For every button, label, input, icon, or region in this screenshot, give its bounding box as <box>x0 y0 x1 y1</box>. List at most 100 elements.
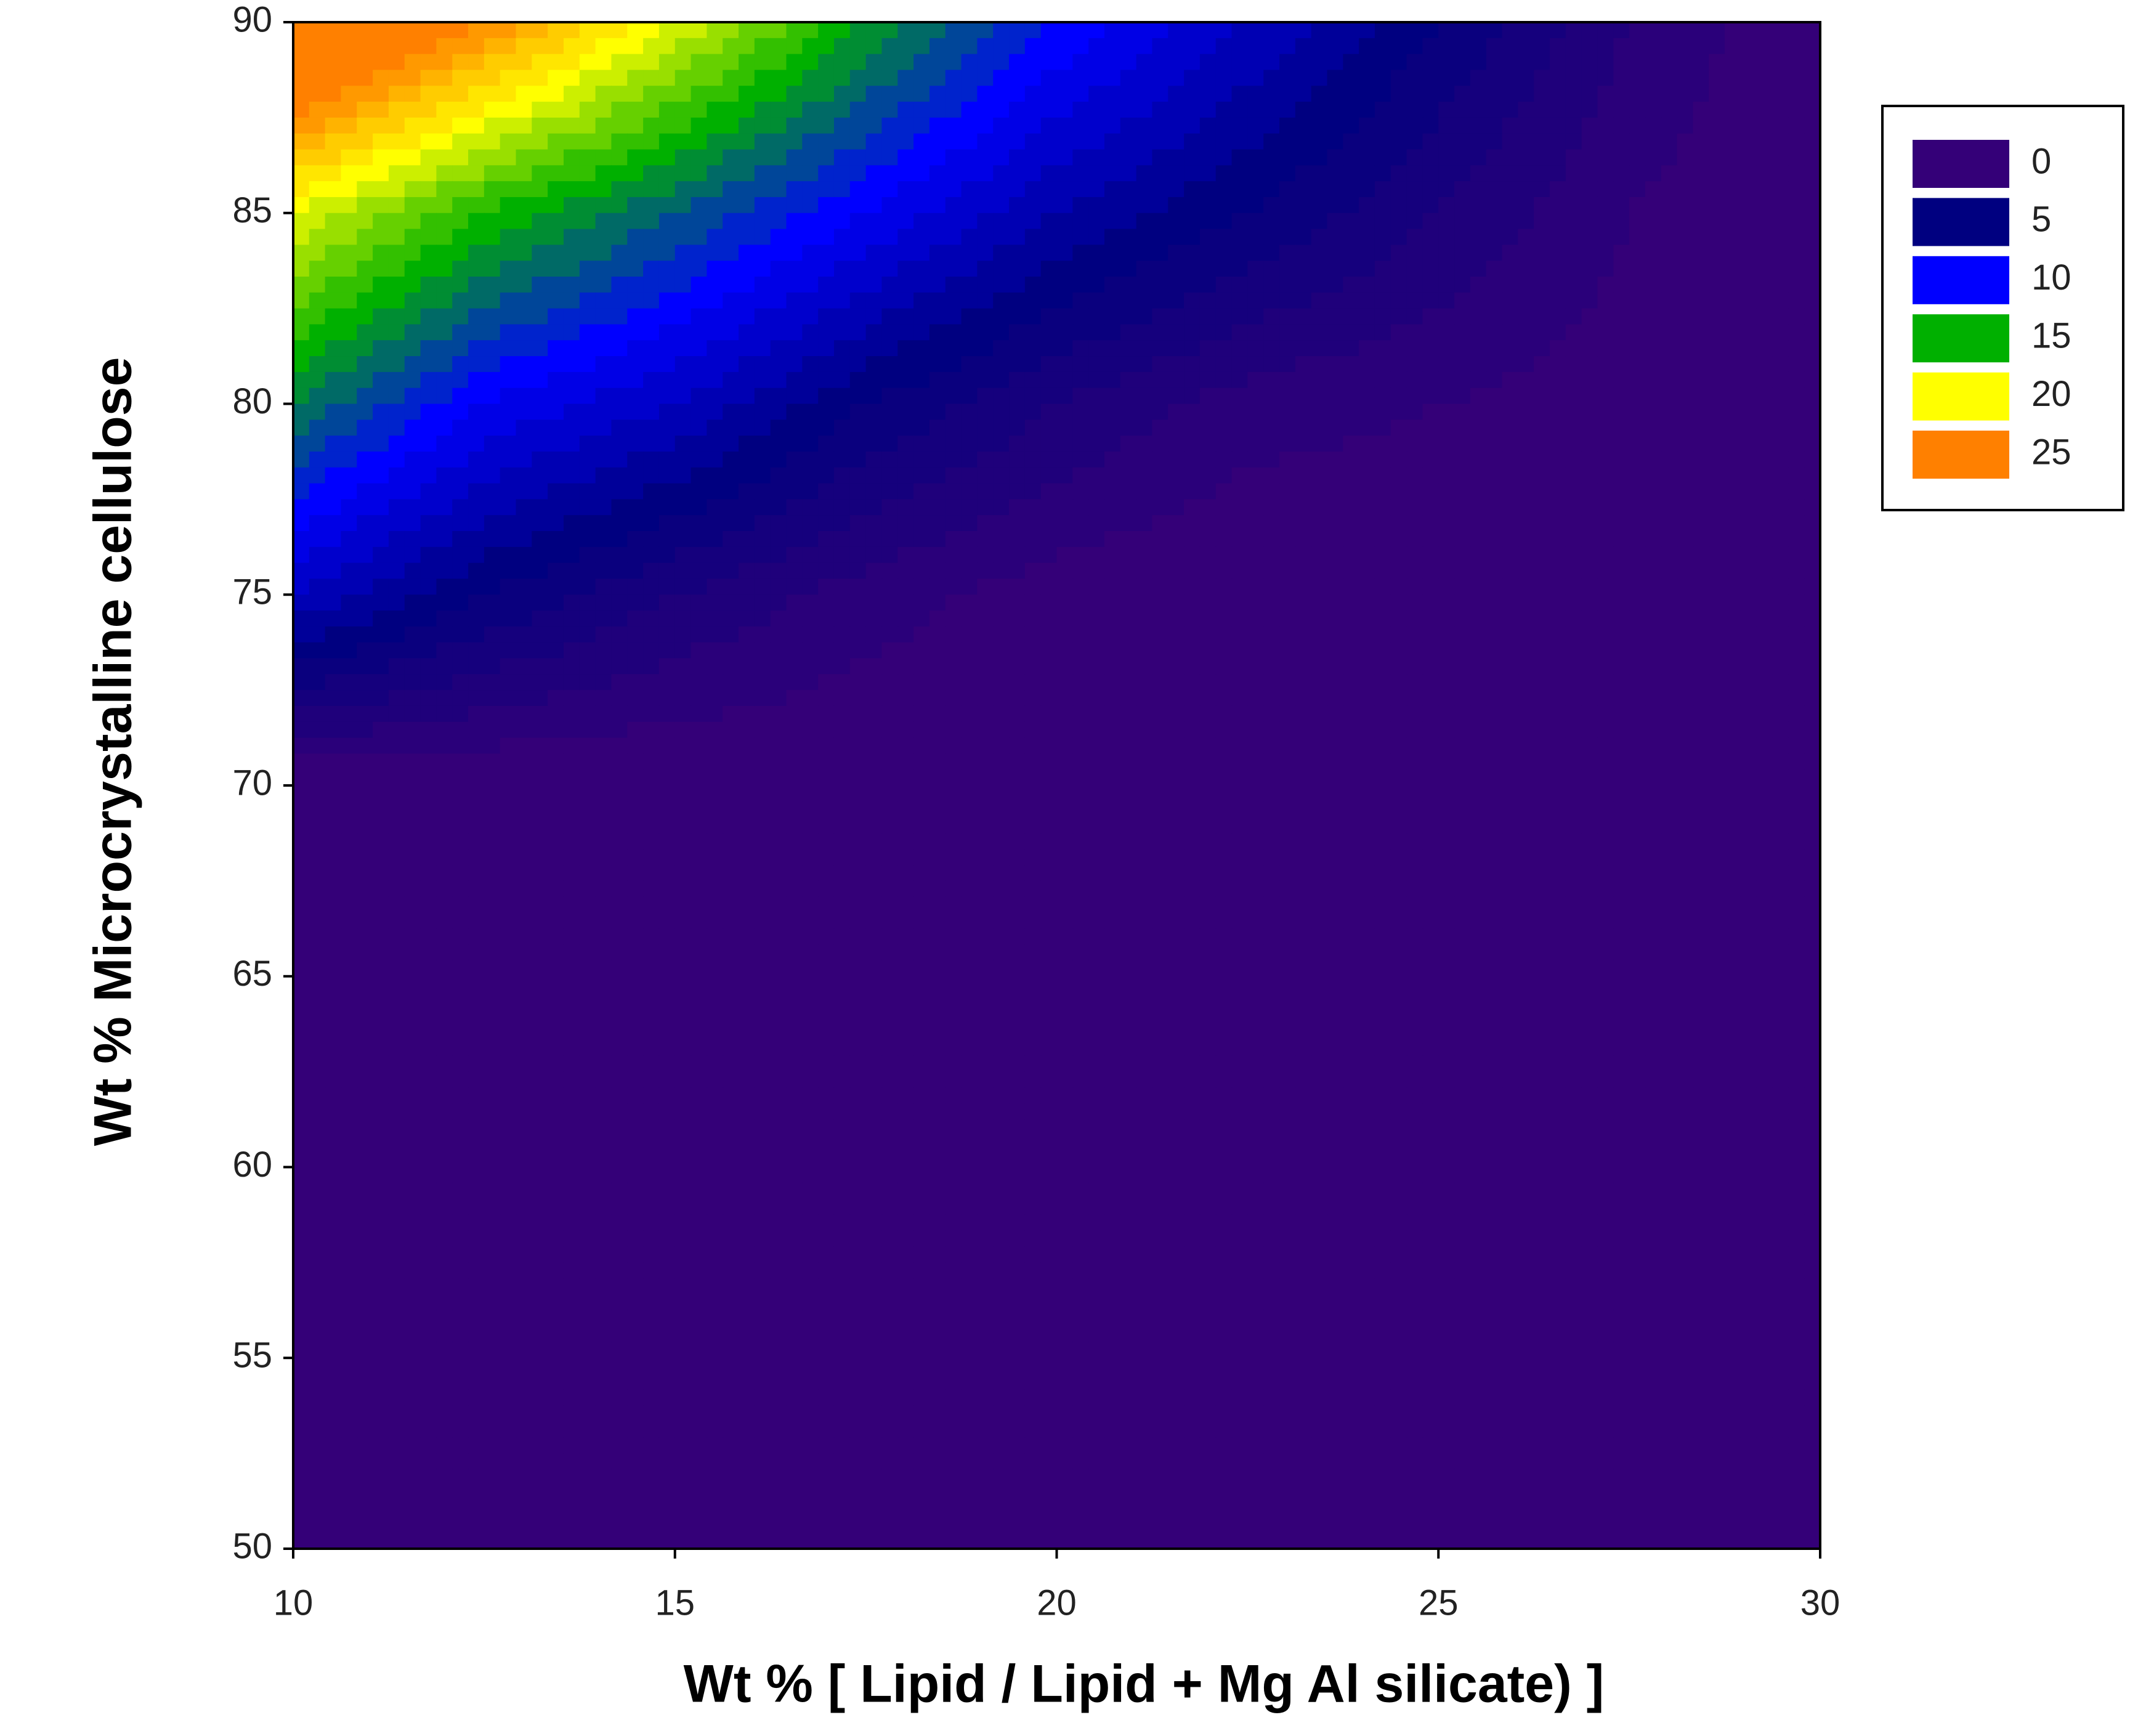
contour-cell <box>977 499 994 516</box>
contour-cell <box>357 626 373 643</box>
contour-cell <box>1693 658 1710 675</box>
contour-cell <box>770 340 787 357</box>
contour-cell <box>881 626 899 643</box>
contour-cell <box>1788 690 1805 707</box>
contour-cell <box>658 737 676 755</box>
contour-cell <box>754 133 771 150</box>
contour-cell <box>690 499 708 516</box>
contour-cell <box>1040 404 1058 421</box>
contour-cell <box>1231 102 1249 118</box>
contour-cell <box>548 245 564 261</box>
contour-cell <box>1438 753 1455 770</box>
contour-cell <box>1725 387 1741 405</box>
contour-cell <box>468 833 485 850</box>
contour-cell <box>373 22 389 39</box>
contour-cell <box>309 436 326 452</box>
contour-cell <box>723 896 739 914</box>
contour-cell <box>770 658 787 675</box>
contour-cell <box>309 70 326 87</box>
contour-cell <box>849 22 867 39</box>
contour-cell <box>929 387 946 405</box>
contour-cell <box>452 340 469 357</box>
contour-cell <box>532 245 548 261</box>
contour-cell <box>1311 578 1328 596</box>
contour-cell <box>1470 436 1487 452</box>
contour-cell <box>690 896 708 914</box>
contour-cell <box>1327 467 1344 484</box>
contour-cell <box>1804 213 1821 230</box>
contour-cell <box>404 960 421 977</box>
contour-cell <box>1565 626 1582 643</box>
contour-cell <box>739 149 755 166</box>
contour-cell <box>1231 562 1249 580</box>
contour-cell <box>548 149 564 166</box>
contour-cell <box>1756 705 1773 723</box>
contour-cell <box>1295 38 1312 55</box>
contour-cell <box>452 38 469 55</box>
contour-cell <box>1374 197 1391 214</box>
contour-cell <box>468 197 485 214</box>
contour-cell <box>1279 371 1296 389</box>
contour-cell <box>897 86 914 102</box>
contour-cell <box>1502 165 1519 182</box>
contour-cell <box>1215 436 1233 452</box>
contour-cell <box>563 562 580 580</box>
contour-cell <box>1199 420 1217 436</box>
contour-cell <box>627 801 644 818</box>
contour-cell <box>833 737 851 755</box>
contour-cell <box>1486 86 1503 102</box>
contour-cell <box>500 277 517 293</box>
contour-cell <box>1343 578 1359 596</box>
contour-cell <box>1486 721 1503 739</box>
contour-cell <box>1613 70 1630 87</box>
contour-cell <box>707 849 724 866</box>
contour-cell <box>818 674 835 691</box>
contour-cell <box>897 277 914 293</box>
contour-cell <box>1184 229 1201 246</box>
contour-cell <box>1725 483 1741 500</box>
contour-cell <box>993 70 1010 87</box>
contour-cell <box>1788 229 1805 246</box>
contour-cell <box>516 149 533 166</box>
contour-cell <box>1772 769 1789 786</box>
contour-cell <box>309 38 326 55</box>
contour-cell <box>1263 642 1280 659</box>
contour-cell <box>1693 70 1710 87</box>
contour-cell <box>977 245 994 261</box>
contour-cell <box>1756 499 1773 516</box>
contour-cell <box>516 197 533 214</box>
contour-cell <box>373 674 389 691</box>
contour-cell <box>1629 149 1646 166</box>
contour-cell <box>1756 467 1773 484</box>
contour-cell <box>1231 149 1249 166</box>
contour-cell <box>1709 721 1725 739</box>
contour-cell <box>436 420 453 436</box>
contour-cell <box>1279 515 1296 532</box>
contour-cell <box>1693 22 1710 39</box>
contour-cell <box>1120 658 1137 675</box>
contour-cell <box>658 70 676 87</box>
contour-cell <box>500 960 517 977</box>
contour-cell <box>1597 324 1614 341</box>
contour-cell <box>739 245 755 261</box>
contour-cell <box>1470 371 1487 389</box>
contour-cell <box>1772 324 1789 341</box>
contour-cell <box>373 467 389 484</box>
contour-cell <box>674 674 692 691</box>
contour-cell <box>690 22 708 39</box>
contour-cell <box>373 801 389 818</box>
contour-cell <box>1565 371 1582 389</box>
contour-cell <box>1359 483 1375 500</box>
contour-cell <box>802 451 819 468</box>
contour-cell <box>611 213 628 230</box>
contour-cell <box>786 420 803 436</box>
contour-cell <box>516 833 533 850</box>
contour-cell <box>1024 626 1042 643</box>
contour-cell <box>658 690 676 707</box>
contour-cell <box>849 102 867 118</box>
contour-cell <box>945 213 962 230</box>
contour-cell <box>961 149 978 166</box>
contour-cell <box>1693 102 1710 118</box>
contour-cell <box>1470 165 1487 182</box>
contour-cell <box>1359 674 1375 691</box>
